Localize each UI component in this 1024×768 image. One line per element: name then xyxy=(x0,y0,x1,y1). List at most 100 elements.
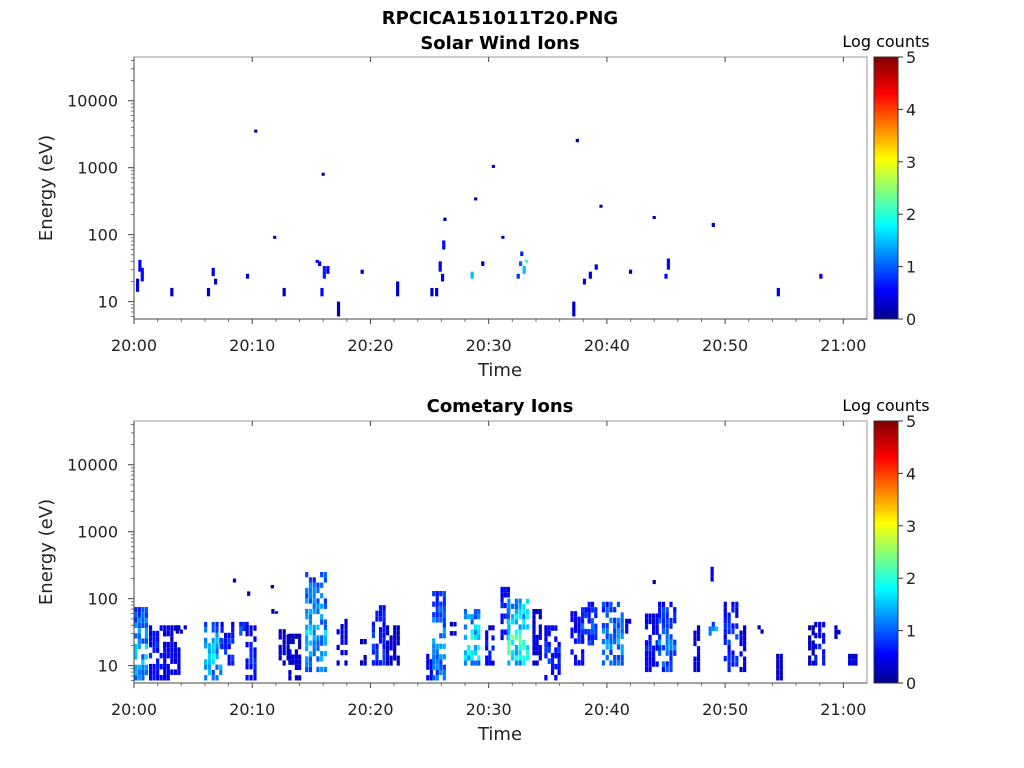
spectrogram-cell xyxy=(298,633,302,639)
spectrogram-cell xyxy=(308,661,313,667)
spectrogram-cell xyxy=(808,625,812,631)
spectrogram-cell xyxy=(163,674,167,681)
spectrogram-cell xyxy=(665,645,669,651)
spectrogram-cell xyxy=(170,647,174,653)
spectrogram-cell xyxy=(727,661,731,667)
spectrogram-cell xyxy=(554,625,558,631)
spectrogram-cell xyxy=(211,621,215,628)
colorbar-tick-label: 1 xyxy=(906,622,916,641)
spectrogram-cell xyxy=(305,614,309,620)
spectrogram-cell xyxy=(644,613,649,619)
spectrogram-cell xyxy=(616,644,621,650)
spectrogram-cell xyxy=(743,666,747,673)
spectrogram-cell xyxy=(587,634,591,640)
y-axis-ticks: 10 100 1000 10000 xyxy=(67,59,134,317)
spectrogram-cell xyxy=(485,635,489,641)
colorbar-tick-label: 5 xyxy=(906,412,916,431)
spectrogram-cell xyxy=(312,608,316,615)
spectrogram-cell xyxy=(215,643,219,649)
spectrogram-cell xyxy=(735,612,739,618)
spectrogram-cell xyxy=(818,627,822,633)
spectrogram-cell xyxy=(170,669,174,675)
spectrogram-cell xyxy=(166,630,170,637)
spectrogram-cell xyxy=(429,675,433,681)
spectrogram-cell xyxy=(544,625,548,631)
spectrogram-cell xyxy=(473,650,478,656)
spectrogram-cell xyxy=(288,659,292,665)
spectrogram-cell xyxy=(318,261,322,267)
spectrogram-cell xyxy=(231,660,235,666)
spectrogram-cell xyxy=(735,661,739,667)
spectrogram-cell xyxy=(340,639,344,645)
spectrogram-cell xyxy=(710,566,714,572)
spectrogram-cell xyxy=(298,664,302,671)
spectrogram-cell xyxy=(573,611,578,617)
spectrogram-cell xyxy=(393,655,397,661)
spectrogram-cell xyxy=(834,629,838,635)
spectrogram-cell xyxy=(173,647,177,653)
spectrogram-cell xyxy=(557,669,561,675)
spectrogram-cell xyxy=(211,648,215,654)
spectrogram-cell xyxy=(473,614,478,620)
spectrogram-cell xyxy=(644,618,649,625)
spectrogram-cell xyxy=(152,636,156,642)
spectrogram-cell xyxy=(439,606,443,613)
spectrogram-cell xyxy=(286,650,290,656)
spectrogram-cell xyxy=(601,660,606,666)
x-tick-label: 20:10 xyxy=(229,700,275,719)
spectrogram-cell xyxy=(557,647,561,653)
spectrogram-cell xyxy=(382,654,386,661)
spectrogram-cell xyxy=(503,586,507,593)
spectrogram-cell xyxy=(308,577,313,583)
spectrogram-cell xyxy=(470,619,474,625)
spectrogram-cell xyxy=(439,617,443,623)
spectrogram-cell xyxy=(723,623,727,629)
spectrogram-cell xyxy=(138,259,142,272)
spectrogram-cell xyxy=(316,598,320,604)
spectrogram-cell xyxy=(731,650,735,656)
spectrogram-cell xyxy=(696,625,701,631)
spectrogram-cell xyxy=(173,669,177,675)
spectrogram-cell xyxy=(141,612,145,618)
spectrogram-cell xyxy=(294,633,299,639)
spectrogram-cell xyxy=(148,630,153,637)
spectrogram-cell xyxy=(735,655,739,662)
spectrogram-cell xyxy=(432,643,436,649)
spectrogram-cell xyxy=(385,640,390,646)
spectrogram-cell xyxy=(511,639,515,646)
spectrogram-cell xyxy=(435,648,439,655)
spectrogram-cell xyxy=(288,638,292,645)
spectrogram-cell xyxy=(305,629,309,636)
spectrogram-cell xyxy=(163,658,167,664)
spectrogram-cell xyxy=(439,659,443,665)
spectrogram-cell xyxy=(605,628,609,634)
spectrogram-cell xyxy=(518,614,522,620)
spectrogram-cell xyxy=(156,669,160,675)
spectrogram-cell xyxy=(227,638,231,644)
x-axis-ticks: 20:00 20:10 20:20 20:30 20:40 20:50 21:00 xyxy=(111,421,866,719)
spectrogram-cell xyxy=(336,644,340,651)
spectrogram-cell xyxy=(739,640,743,647)
spectrogram-cell xyxy=(644,624,649,630)
spectrogram-cell xyxy=(232,580,237,583)
spectrogram-cell xyxy=(156,636,160,642)
spectrogram-cell xyxy=(470,629,474,635)
spectrogram-cell xyxy=(385,630,390,636)
colorbar-tick-label: 3 xyxy=(906,153,916,172)
spectrogram-cell xyxy=(382,627,386,633)
spectrogram-cell xyxy=(245,630,249,637)
spectrogram-cell xyxy=(525,598,530,604)
spectrogram-cell xyxy=(776,653,780,660)
spectrogram-cell xyxy=(323,635,328,641)
spectrogram-cell xyxy=(518,660,522,666)
spectrogram-cell xyxy=(215,632,219,638)
spectrogram-cell xyxy=(507,629,511,635)
spectrogram-cell xyxy=(655,640,659,646)
spectrogram-cell xyxy=(378,638,383,644)
spectrogram-cell xyxy=(485,660,489,666)
spectrogram-cell xyxy=(655,613,659,619)
spectrogram-cell xyxy=(587,629,591,635)
spectrogram-cell xyxy=(320,656,324,662)
spectrogram-cell xyxy=(477,660,481,666)
spectrogram-cell xyxy=(323,640,328,646)
